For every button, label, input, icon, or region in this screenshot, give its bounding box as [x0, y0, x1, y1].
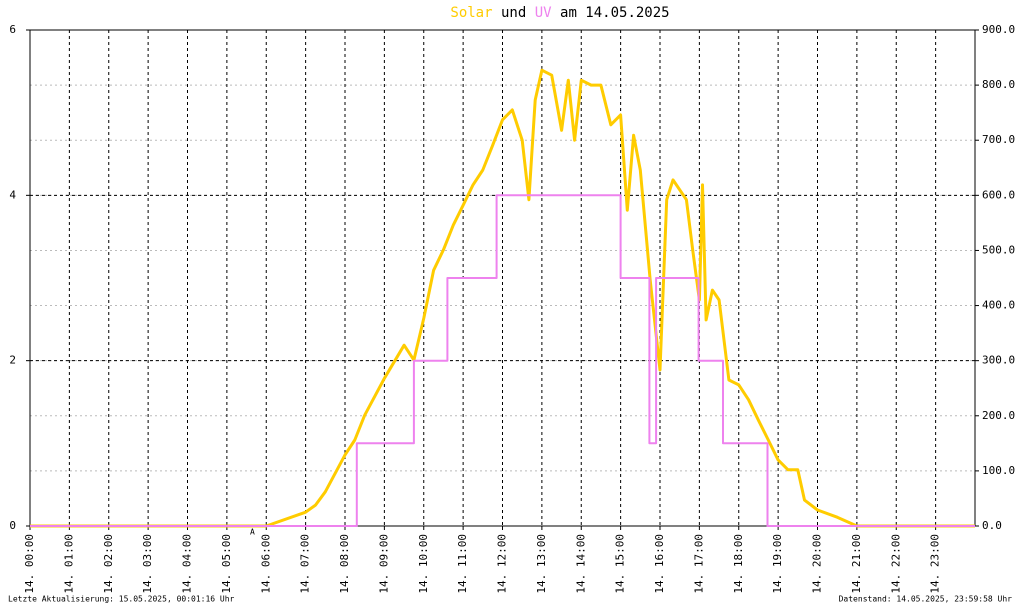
title-suffix: am 14.05.2025: [560, 5, 670, 21]
y2-tick-label: 400.0: [982, 299, 1015, 312]
x-tick-label: 14. 18:00: [732, 534, 745, 594]
y2-tick-label: 800.0: [982, 78, 1015, 91]
y2-tick-label: 300.0: [982, 354, 1015, 367]
x-tick-label: 14. 16:00: [653, 534, 666, 594]
footer-right: Datenstand: 14.05.2025, 23:59:58 Uhr: [839, 595, 1013, 604]
x-tick-label: 14. 01:00: [62, 534, 75, 594]
y-tick-label: 6: [9, 23, 16, 36]
x-tick-label: 14. 00:00: [23, 534, 36, 594]
x-tick-label: 14. 23:00: [929, 534, 942, 594]
x-tick-label: 14. 03:00: [141, 534, 154, 594]
x-tick-label: 14. 13:00: [535, 534, 548, 594]
annotation: A: [250, 528, 255, 537]
x-tick-label: 14. 06:00: [259, 534, 272, 594]
x-tick-label: 14. 12:00: [496, 534, 509, 594]
y2-tick-label: 700.0: [982, 133, 1015, 146]
x-tick-label: 14. 22:00: [889, 534, 902, 594]
y2-tick-label: 0.0: [982, 519, 1002, 532]
x-tick-label: 14. 04:00: [181, 534, 194, 594]
title-uv: UV: [535, 5, 552, 21]
y-tick-label: 0: [9, 519, 16, 532]
x-tick-label: 14. 02:00: [102, 534, 115, 594]
x-tick-label: 14. 07:00: [299, 534, 312, 594]
x-tick-label: 14. 14:00: [574, 534, 587, 594]
x-tick-label: 14. 05:00: [220, 534, 233, 594]
footer-left: Letzte Aktualisierung: 15.05.2025, 00:01…: [8, 595, 235, 604]
x-tick-label: 14. 08:00: [338, 534, 351, 594]
y-tick-label: 2: [9, 354, 16, 367]
y2-tick-label: 500.0: [982, 243, 1015, 256]
x-tick-label: 14. 17:00: [692, 534, 705, 594]
x-tick-label: 14. 20:00: [811, 534, 824, 594]
y2-tick-label: 900.0: [982, 23, 1015, 36]
title-join: und: [501, 5, 526, 21]
x-tick-label: 14. 15:00: [614, 534, 627, 594]
y-tick-label: 4: [9, 188, 16, 201]
series-line: [30, 194, 975, 527]
x-tick-label: 14. 11:00: [456, 534, 469, 594]
x-tick-label: 14. 21:00: [850, 534, 863, 594]
x-tick-label: 14. 19:00: [771, 534, 784, 594]
y2-tick-label: 200.0: [982, 409, 1015, 422]
y2-tick-label: 100.0: [982, 464, 1015, 477]
y2-tick-label: 600.0: [982, 188, 1015, 201]
plot-frame: [29, 29, 976, 527]
title-solar: Solar: [450, 5, 492, 21]
x-tick-label: 14. 10:00: [417, 534, 430, 594]
x-tick-label: 14. 09:00: [377, 534, 390, 594]
chart-title: Solar und UV am 14.05.2025: [450, 5, 669, 21]
